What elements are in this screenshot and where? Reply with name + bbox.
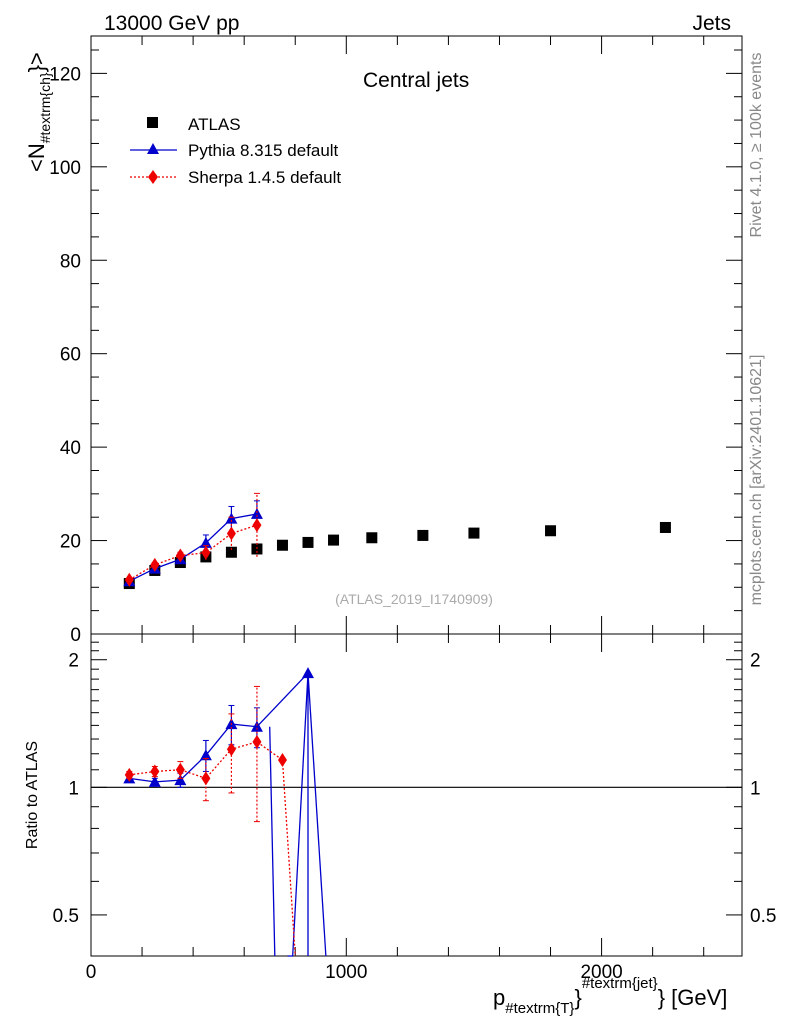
y-tick-label: 80 (60, 251, 81, 272)
data-point (226, 526, 236, 541)
ratio-point (201, 771, 211, 786)
main-panel: 0 20 40 60 80 100 120 Central jets (ATLAS_2019… (24, 35, 743, 646)
data-point (251, 543, 263, 555)
energy-label: 13000 GeV pp (104, 12, 239, 35)
data-point (201, 545, 211, 560)
legend-atlas-marker (147, 117, 158, 128)
ratio-point (175, 762, 185, 777)
data-point (545, 525, 557, 537)
ratio-point (226, 742, 236, 757)
legend-sherpa-label: Sherpa 1.4.5 default (188, 168, 341, 187)
ratio-point (124, 767, 134, 782)
legend: ATLAS Pythia 8.315 default Sherpa 1.4.5 … (130, 115, 341, 187)
y-tick-label: 0 (70, 625, 81, 646)
rivet-label: Rivet 4.1.0, ≥ 100k events (748, 53, 765, 238)
data-point (250, 507, 263, 519)
y-axis-label: <N#textrm{ch}}> (24, 52, 53, 172)
data-point (252, 518, 262, 533)
data-point (225, 546, 237, 558)
ratio-y-tick-label-right: 1 (750, 778, 761, 799)
data-point (302, 536, 314, 548)
x-tick-label: 0 (86, 962, 97, 983)
ratio-excursion-line (307, 673, 327, 957)
data-point (175, 548, 185, 563)
ratio-point (302, 667, 314, 679)
ratio-panel: 0.5 0.5 1 1 2 2 0 1000 2000 Ratio to ATLAS (24, 633, 776, 983)
y-tick-label: 40 (60, 438, 81, 459)
y-tick-label: 100 (49, 158, 81, 179)
ratio-point (277, 753, 287, 768)
ratio-point (148, 775, 161, 787)
legend-atlas-label: ATLAS (188, 115, 241, 134)
ratio-point (150, 764, 160, 779)
ratio-axis-ticks: 0.5 0.5 1 1 2 2 0 1000 2000 (53, 634, 776, 983)
data-point (468, 527, 480, 539)
analysis-label: (ATLAS_2019_I1740909) (335, 591, 493, 607)
ratio-y-tick-label-right: 0.5 (750, 906, 776, 927)
mcplots-label: mcplots.cern.ch [arXiv:2401.10621] (748, 355, 765, 606)
ratio-point (174, 774, 187, 786)
data-point (124, 572, 134, 587)
ratio-y-tick-label-right: 2 (750, 651, 761, 672)
ratio-data-layer (123, 667, 327, 957)
ratio-excursion-line (281, 759, 296, 957)
data-point (328, 534, 340, 546)
x-axis-label: p#textrm{T}}#textrm{jet}} [GeV] (493, 975, 727, 1017)
series-line-2 (128, 524, 258, 581)
data-point (225, 512, 238, 524)
main-data-layer (123, 492, 671, 590)
x-tick-label: 1000 (325, 962, 367, 983)
data-point (366, 532, 378, 544)
ratio-excursion-line (292, 673, 309, 957)
ratio-excursion-line (269, 726, 276, 957)
data-point (276, 539, 288, 551)
x-tick-label: 2000 (580, 962, 622, 983)
ratio-point (199, 749, 212, 761)
ratio-y-tick-label: 2 (68, 651, 79, 672)
process-label: Jets (692, 12, 731, 35)
y-tick-label: 20 (60, 532, 81, 553)
ratio-y-axis-label: Ratio to ATLAS (24, 741, 41, 849)
data-point (150, 557, 160, 572)
data-point (659, 521, 671, 533)
data-point (199, 536, 212, 548)
series-line-1 (129, 513, 258, 582)
y-tick-label: 120 (49, 64, 81, 85)
legend-pythia-marker (147, 143, 159, 154)
main-axis-ticks: 0 20 40 60 80 100 120 (49, 36, 742, 646)
ratio-point (250, 720, 263, 732)
ratio-frame (90, 633, 743, 957)
ratio-point (252, 734, 262, 749)
ratio-y-tick-label: 0.5 (53, 906, 79, 927)
data-point (417, 529, 429, 541)
ratio-series-line (129, 672, 309, 783)
ratio-y-tick-label: 1 (68, 778, 79, 799)
chart-title: Central jets (363, 69, 469, 92)
y-tick-label: 60 (60, 345, 81, 366)
legend-pythia-label: Pythia 8.315 default (188, 141, 339, 160)
legend-sherpa-marker (148, 170, 158, 184)
